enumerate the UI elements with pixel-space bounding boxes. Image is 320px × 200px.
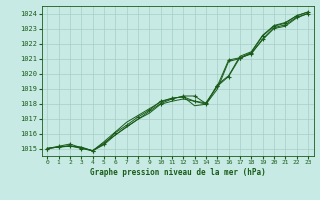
X-axis label: Graphe pression niveau de la mer (hPa): Graphe pression niveau de la mer (hPa) [90,168,266,177]
